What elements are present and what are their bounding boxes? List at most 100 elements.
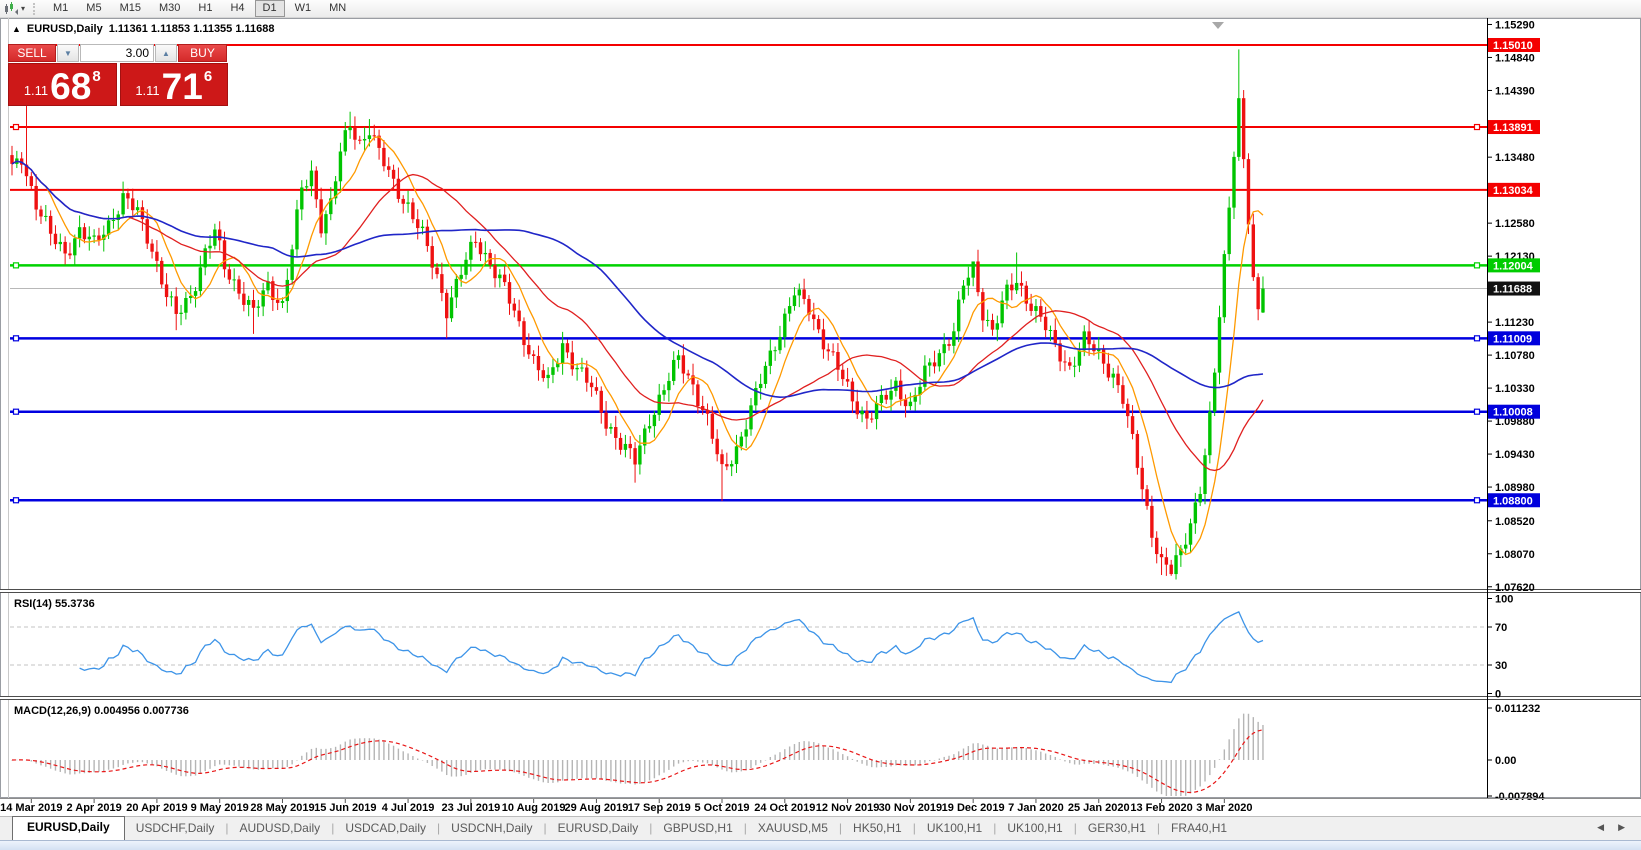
candle-body xyxy=(246,299,251,305)
line-handle[interactable] xyxy=(1473,497,1481,504)
timeframe-button-m5[interactable]: M5 xyxy=(86,1,102,14)
macd-histogram-bar xyxy=(98,760,100,772)
candles-layer[interactable] xyxy=(10,49,1265,580)
panel-splitter[interactable] xyxy=(0,696,1641,700)
scroll-position-marker[interactable] xyxy=(1212,22,1224,29)
line-handle[interactable] xyxy=(12,335,20,342)
macd-histogram-bar xyxy=(363,738,366,760)
candle-body xyxy=(696,384,700,407)
chart-canvas[interactable]: 1.152901.148401.143901.134801.125801.121… xyxy=(0,18,1641,816)
macd-histogram-bar xyxy=(1040,751,1042,760)
line-handle[interactable] xyxy=(12,497,20,504)
macd-panel[interactable] xyxy=(11,713,1264,796)
chart-tab-fra40-h1[interactable]: FRA40,H1 xyxy=(1171,821,1228,835)
date-tick-label: 14 Mar 2019 xyxy=(0,802,62,814)
candle-body xyxy=(768,350,773,366)
macd-histogram-bar xyxy=(470,760,472,773)
line-handle[interactable] xyxy=(1473,408,1481,415)
tab-scroll-left-icon[interactable]: ◀ xyxy=(1597,822,1605,832)
timeframe-button-m15[interactable]: M15 xyxy=(119,1,141,14)
volume-input[interactable] xyxy=(80,44,154,62)
chart-tab-eurusd-daily[interactable]: EURUSD,Daily xyxy=(557,821,639,835)
chart-tab-audusd-daily[interactable]: AUDUSD,Daily xyxy=(239,821,321,835)
line-handle[interactable] xyxy=(12,262,20,269)
line-handle[interactable] xyxy=(12,408,20,415)
timeframe-button-h4[interactable]: H4 xyxy=(230,1,245,14)
chart-tab-uk100-h1[interactable]: UK100,H1 xyxy=(1007,821,1063,835)
buy-button[interactable]: BUY xyxy=(178,44,227,62)
candle-body xyxy=(1111,373,1115,378)
candle-body xyxy=(614,427,618,438)
sell-button[interactable]: SELL xyxy=(8,44,56,62)
candle-body xyxy=(1106,363,1111,378)
candle-body xyxy=(1150,505,1154,538)
candle-body xyxy=(478,242,483,255)
candle-body xyxy=(507,282,512,304)
chevron-down-icon[interactable]: ▾ xyxy=(21,3,26,13)
macd-histogram-bar xyxy=(1223,749,1226,760)
chart-tab-eurusd-daily[interactable]: EURUSD,Daily xyxy=(12,816,125,840)
candle-body xyxy=(628,443,632,449)
macd-histogram-bar xyxy=(35,760,37,764)
new-chart-button[interactable]: ▾ xyxy=(0,1,29,16)
candle-body xyxy=(551,367,555,375)
candle-body xyxy=(638,445,642,465)
candle-body xyxy=(1053,329,1057,344)
line-handle[interactable] xyxy=(1473,262,1481,269)
volume-increase-button[interactable]: ▲ xyxy=(155,44,177,62)
price-tick-label: 1.08070 xyxy=(1495,549,1535,561)
timeframe-button-h1[interactable]: H1 xyxy=(198,1,213,14)
line-handle[interactable] xyxy=(12,123,20,131)
price-level-label: 1.10008 xyxy=(1493,407,1533,419)
macd-histogram-bar xyxy=(1238,718,1240,760)
date-axis[interactable]: 14 Mar 2019 2 Apr 2019 20 Apr 2019 9 May 20… xyxy=(0,798,1641,815)
chart-tab-gbpusd-h1[interactable]: GBPUSD,H1 xyxy=(663,821,733,835)
chart-tab-xauusd-m5[interactable]: XAUUSD,M5 xyxy=(757,821,828,835)
candle-body xyxy=(1101,348,1106,364)
price-axis[interactable]: 1.152901.148401.143901.134801.125801.121… xyxy=(1487,18,1545,803)
chart-tab-hk50-h1[interactable]: HK50,H1 xyxy=(853,821,902,835)
timeframe-button-m30[interactable]: M30 xyxy=(158,1,181,14)
chart-tab-uk100-h1[interactable]: UK100,H1 xyxy=(926,821,983,835)
candle-body xyxy=(585,367,589,383)
volume-decrease-button[interactable]: ▼ xyxy=(57,44,79,62)
timeframe-button-d1[interactable]: D1 xyxy=(254,0,285,18)
candle-body xyxy=(1063,361,1067,363)
macd-histogram-bar xyxy=(1204,760,1206,782)
date-tick-label: 9 May 2019 xyxy=(191,802,249,814)
candle-body xyxy=(783,313,787,337)
macd-histogram-bar xyxy=(122,760,124,765)
chart-tab-usdcnh-daily[interactable]: USDCNH,Daily xyxy=(451,821,533,835)
macd-histogram-bar xyxy=(586,760,588,779)
macd-histogram-bar xyxy=(788,746,791,760)
collapse-panel-icon[interactable]: ▲ xyxy=(12,24,21,34)
sell-price-display[interactable]: 1.11 68 8 xyxy=(8,63,117,106)
chart-tab-ger30-h1[interactable]: GER30,H1 xyxy=(1087,821,1146,835)
timeframe-button-m1[interactable]: M1 xyxy=(53,1,69,14)
candle-body xyxy=(652,414,657,427)
macd-histogram-bar xyxy=(1175,760,1177,796)
macd-histogram-bar xyxy=(243,760,245,768)
sr-lines-layer[interactable] xyxy=(10,44,1487,502)
chart-tab-usdcad-daily[interactable]: USDCAD,Daily xyxy=(345,821,426,835)
rsi-panel[interactable] xyxy=(10,611,1487,684)
line-handle[interactable] xyxy=(1473,123,1481,131)
candle-body xyxy=(1164,557,1169,565)
line-handle[interactable] xyxy=(1473,335,1481,342)
macd-histogram-bar xyxy=(948,755,950,760)
macd-histogram-bar xyxy=(644,760,646,783)
candle-body xyxy=(797,289,801,296)
chart-tab-usdchf-daily[interactable]: USDCHF,Daily xyxy=(135,821,215,835)
macd-histogram-bar xyxy=(218,760,221,765)
panel-splitter[interactable] xyxy=(0,589,1641,593)
macd-histogram-bar xyxy=(170,760,173,773)
macd-histogram-bar xyxy=(1151,760,1153,788)
timeframe-button-mn[interactable]: MN xyxy=(329,1,347,14)
tab-scroll-right-icon[interactable]: ▶ xyxy=(1618,822,1625,832)
macd-histogram-bar xyxy=(764,760,767,761)
buy-price-display[interactable]: 1.11 71 6 xyxy=(119,63,228,106)
macd-histogram-bar xyxy=(962,748,965,760)
timeframe-button-w1[interactable]: W1 xyxy=(294,1,312,14)
macd-histogram-bar xyxy=(1257,721,1259,760)
candle-body xyxy=(1072,365,1077,367)
